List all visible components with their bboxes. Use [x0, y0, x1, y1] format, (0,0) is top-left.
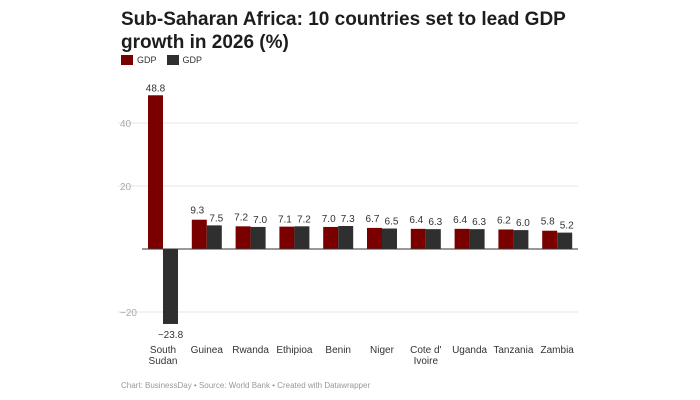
value-label: −23.8	[158, 330, 184, 341]
chart-title: Sub-Saharan Africa: 10 countries set to …	[121, 9, 566, 53]
value-label: 5.2	[560, 221, 574, 232]
value-label: 7.1	[278, 214, 292, 225]
x-tick-label: Tanzania	[493, 345, 533, 356]
bar	[294, 226, 310, 249]
bar	[206, 225, 222, 249]
y-tick-label: −20	[120, 308, 137, 319]
value-label: 6.4	[453, 215, 467, 226]
value-label: 6.3	[428, 217, 442, 228]
bar	[148, 95, 163, 249]
value-label: 6.0	[516, 218, 530, 229]
bar	[557, 232, 573, 249]
bar	[367, 227, 382, 249]
bar	[323, 226, 339, 249]
x-tick-label: Zambia	[541, 345, 575, 356]
bar	[498, 229, 514, 249]
x-tick-label: Sudan	[149, 356, 178, 367]
value-label: 6.4	[409, 215, 423, 226]
value-label: 6.3	[472, 217, 486, 228]
legend-label: GDP	[137, 55, 157, 65]
x-tick-label: Uganda	[452, 345, 487, 356]
x-tick-label: Ivoire	[414, 356, 439, 367]
x-tick-label: Cote d'	[410, 345, 441, 356]
legend: GDP GDP	[121, 55, 202, 65]
bar	[382, 228, 397, 249]
legend-item-2: GDP	[166, 55, 203, 65]
bar	[191, 219, 207, 249]
bar	[454, 228, 470, 249]
x-tick-label: Ethipioa	[276, 345, 313, 356]
x-tick-label: Benin	[325, 345, 351, 356]
legend-item-1: GDP	[121, 55, 157, 65]
bar	[513, 230, 529, 249]
bar	[410, 228, 426, 249]
value-label: 7.2	[234, 212, 248, 223]
x-tick-label: Rwanda	[232, 345, 269, 356]
legend-swatch	[121, 55, 133, 65]
legend-label: GDP	[182, 55, 203, 65]
bar	[338, 226, 354, 249]
bar	[250, 226, 266, 249]
bar	[425, 229, 441, 249]
chart-footer: Chart: BusinessDay • Source: World Bank …	[121, 381, 371, 390]
value-label: 6.5	[385, 217, 399, 228]
value-label: 9.3	[190, 206, 204, 217]
bar	[279, 226, 295, 249]
x-tick-label: Niger	[370, 345, 395, 356]
x-tick-label: Guinea	[191, 345, 224, 356]
bar	[542, 230, 558, 249]
value-label: 7.3	[341, 214, 355, 225]
legend-swatch	[166, 55, 179, 65]
bar	[235, 226, 251, 249]
bar	[469, 229, 485, 249]
value-label: 7.0	[322, 214, 336, 225]
y-tick-label: 20	[120, 182, 132, 193]
value-label: 5.8	[541, 217, 555, 228]
value-label: 7.0	[253, 215, 267, 226]
bar	[163, 249, 178, 324]
value-label: 48.8	[146, 83, 166, 94]
value-label: 7.2	[297, 214, 311, 225]
value-label: 6.7	[366, 214, 380, 225]
value-label: 7.5	[209, 213, 223, 224]
y-tick-label: 40	[120, 119, 132, 130]
value-label: 6.2	[497, 215, 511, 226]
x-tick-label: South	[150, 345, 176, 356]
